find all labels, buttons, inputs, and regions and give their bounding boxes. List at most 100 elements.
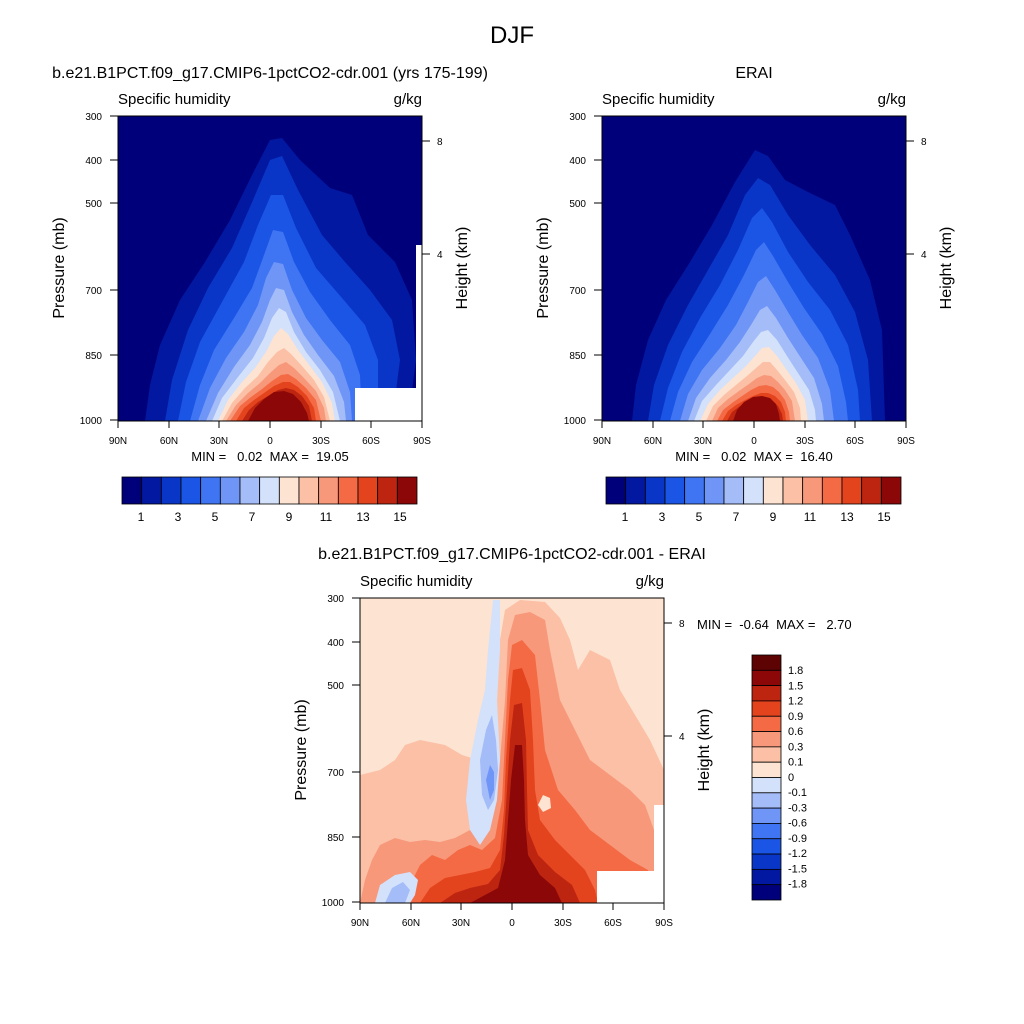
y-tick-label: 1000 xyxy=(80,416,103,427)
colorbar-box xyxy=(751,807,782,824)
colorbar-box xyxy=(605,476,627,505)
colorbar-box xyxy=(751,777,782,794)
y-tick-label: 1000 xyxy=(564,416,587,427)
y-axis: 300 400 500 700 850 1000 Pressure (mb) xyxy=(51,112,118,427)
colorbar-box xyxy=(751,746,782,763)
y-tick-label: 400 xyxy=(569,156,586,167)
colorbar-boxes xyxy=(605,476,902,505)
colorbar-box xyxy=(751,731,782,748)
y2-tick-label: 4 xyxy=(921,250,927,261)
colorbar-box xyxy=(357,476,379,505)
panel-model: b.e21.B1PCT.f09_g17.CMIP6-1pctCO2-cdr.00… xyxy=(51,65,488,524)
y-tick-label: 300 xyxy=(327,594,344,605)
colorbar-box xyxy=(121,476,143,505)
colorbar-label: 15 xyxy=(393,510,407,524)
y-tick-label: 850 xyxy=(327,833,344,844)
panel-title: ERAI xyxy=(735,65,772,82)
colorbar-box xyxy=(751,685,782,702)
colorbar-box xyxy=(278,476,300,505)
figure-title: DJF xyxy=(490,22,534,49)
colorbar-boxes xyxy=(751,654,782,901)
colorbar-box xyxy=(762,476,784,505)
colorbar-label: -0.6 xyxy=(788,818,807,830)
y-tick-label: 850 xyxy=(569,351,586,362)
contour-band xyxy=(248,391,309,421)
y2-tick-label: 4 xyxy=(679,732,685,743)
panel-title: b.e21.B1PCT.f09_g17.CMIP6-1pctCO2-cdr.00… xyxy=(318,546,706,563)
colorbar-label: 0.1 xyxy=(788,757,803,769)
colorbar-box xyxy=(751,715,782,732)
x-tick-label: 30S xyxy=(312,436,330,447)
colorbar-label: 0.3 xyxy=(788,741,803,753)
panel-title: b.e21.B1PCT.f09_g17.CMIP6-1pctCO2-cdr.00… xyxy=(52,65,488,82)
colorbar-box xyxy=(318,476,339,505)
y2-axis-title: Height (km) xyxy=(696,709,713,792)
y-tick-label: 500 xyxy=(569,199,586,210)
x-tick-label: 60N xyxy=(644,436,662,447)
colorbar-label: -1.5 xyxy=(788,863,807,875)
x-tick-label: 90N xyxy=(593,436,611,447)
colorbar-box xyxy=(684,476,705,505)
x-tick-label: 60S xyxy=(604,918,622,929)
colorbar-labels: 1.8 1.5 1.2 0.9 0.6 0.3 0.1 0 -0.1 -0.3 -0.6 -0.9 -1… xyxy=(788,665,807,891)
colorbar-label: 11 xyxy=(804,510,817,524)
colorbar-label: 1.2 xyxy=(788,696,803,708)
contour-band xyxy=(385,882,410,903)
y-tick-label: 1000 xyxy=(322,898,345,909)
colorbar-box xyxy=(259,476,280,505)
y-axis: 300 400 500 700 850 1000 Pressure (mb) xyxy=(293,594,360,909)
colorbar-label: 5 xyxy=(696,510,703,524)
colorbar-box xyxy=(200,476,221,505)
x-tick-label: 30S xyxy=(554,918,572,929)
colorbar-label: 1 xyxy=(138,510,145,524)
min-max-text: MIN = -0.64 MAX = 2.70 xyxy=(697,617,852,632)
y-tick-label: 500 xyxy=(85,199,102,210)
y2-tick-label: 4 xyxy=(437,250,443,261)
y2-tick-label: 8 xyxy=(921,137,927,148)
colorbar-box xyxy=(751,761,782,778)
missing-data xyxy=(355,388,422,421)
colorbar-label: -1.2 xyxy=(788,848,807,860)
panel-erai: ERAI Specific humidity g/kg 300 400 500 … xyxy=(535,65,955,524)
colorbar-box xyxy=(751,792,782,809)
colorbar-label: 1.8 xyxy=(788,665,803,677)
missing-data xyxy=(597,871,664,903)
contour-band xyxy=(538,795,551,812)
colorbar-label: 0.9 xyxy=(788,711,803,723)
colorbar-box xyxy=(219,476,241,505)
colorbar-box xyxy=(625,476,646,505)
colorbar-label: 1 xyxy=(622,510,629,524)
colorbar-box xyxy=(723,476,745,505)
x-tick-label: 90S xyxy=(655,918,673,929)
colorbar-box xyxy=(841,476,863,505)
y-tick-label: 700 xyxy=(85,286,102,297)
colorbar-label: 1.5 xyxy=(788,680,803,692)
y2-axis: 8 4 Height (km) xyxy=(422,137,471,309)
x-tick-label: 30N xyxy=(452,918,470,929)
x-axis: 90N 60N 30N 0 30S 60S 90S xyxy=(109,421,431,447)
x-tick-label: 60N xyxy=(160,436,178,447)
units-label: g/kg xyxy=(878,91,906,108)
colorbar-box xyxy=(180,476,202,505)
colorbar-label: 0.6 xyxy=(788,726,803,738)
left-label: Specific humidity xyxy=(602,91,715,108)
y-tick-label: 700 xyxy=(569,286,586,297)
y2-tick-label: 8 xyxy=(437,137,443,148)
colorbar-label: 13 xyxy=(356,510,370,524)
colorbar-label: -0.9 xyxy=(788,833,807,845)
contour-field xyxy=(602,116,906,421)
contour-band xyxy=(470,745,562,903)
min-max-text: MIN = 0.02 MAX = 19.05 xyxy=(191,449,349,464)
colorbar-label: -0.3 xyxy=(788,802,807,814)
colorbar-label: 7 xyxy=(249,510,256,524)
y-axis-title: Pressure (mb) xyxy=(293,699,310,800)
y2-tick-label: 8 xyxy=(679,619,685,630)
colorbar-label: 3 xyxy=(175,510,182,524)
x-tick-label: 0 xyxy=(267,436,273,447)
y-axis: 300 400 500 700 850 1000 Pressure (mb) xyxy=(535,112,602,427)
x-tick-label: 90N xyxy=(351,918,369,929)
x-axis: 90N 60N 30N 0 30S 60S 90S xyxy=(351,903,673,929)
left-label: Specific humidity xyxy=(360,573,473,590)
y-tick-label: 400 xyxy=(327,638,344,649)
